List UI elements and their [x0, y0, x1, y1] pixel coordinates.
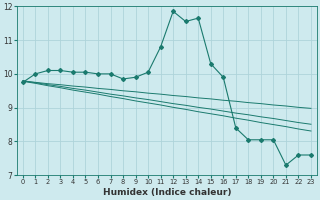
X-axis label: Humidex (Indice chaleur): Humidex (Indice chaleur) — [103, 188, 231, 197]
